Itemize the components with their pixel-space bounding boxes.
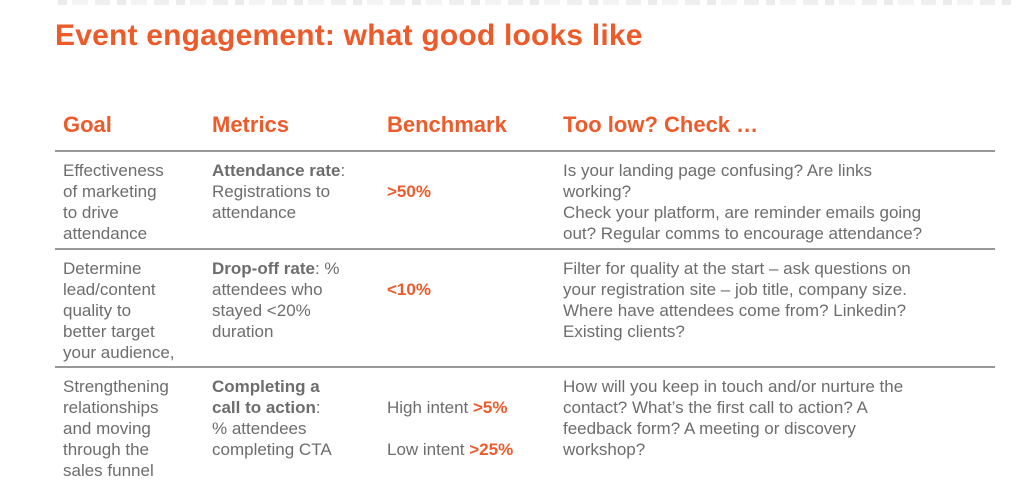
- column-header-metrics: Metrics: [212, 112, 290, 137]
- column-header-too-low-check: Too low? Check …: [563, 112, 759, 137]
- column-header-goal: Goal: [63, 112, 112, 137]
- metrics-cell: Completing a call to action: % attendees…: [212, 368, 387, 488]
- benchmark-value: >5%: [473, 398, 508, 417]
- check-cell: How will you keep in touch and/or nurtur…: [563, 377, 904, 459]
- benchmark-value: <10%: [387, 280, 431, 299]
- metric-term: Completing a call to action: [212, 377, 320, 417]
- benchmark-cell: High intent >5% Low intent >25%: [387, 368, 563, 488]
- metric-term: Attendance rate: [212, 161, 341, 180]
- benchmark-cell: >50%: [387, 152, 563, 248]
- table-header-row: Goal Metrics Benchmark Too low? Check …: [55, 104, 995, 152]
- check-cell: Is your landing page confusing? Are link…: [563, 161, 923, 243]
- goal-cell: Determine lead/content quality to better…: [63, 259, 175, 362]
- cropped-text-artifact: [58, 0, 1016, 5]
- metrics-cell: Attendance rate: Registrations to attend…: [212, 152, 387, 248]
- metric-description: : % attendees who stayed <20% duration: [212, 259, 340, 341]
- table-row: Strengthening relationships and moving t…: [55, 368, 995, 488]
- benchmark-line: Low intent >25%: [387, 439, 563, 460]
- goal-cell: Effectiveness of marketing to drive atte…: [63, 161, 164, 243]
- check-cell: Filter for quality at the start – ask qu…: [563, 259, 911, 341]
- goal-cell: Strengthening relationships and moving t…: [63, 377, 169, 480]
- benchmark-line: >50%: [387, 181, 563, 202]
- column-header-benchmark: Benchmark: [387, 112, 507, 137]
- benchmark-value: >25%: [469, 440, 514, 459]
- table-row: Effectiveness of marketing to drive atte…: [55, 152, 995, 250]
- benchmark-cell: <10%: [387, 250, 563, 366]
- engagement-table: Goal Metrics Benchmark Too low? Check … …: [55, 104, 995, 488]
- table-row: Determine lead/content quality to better…: [55, 250, 995, 368]
- benchmark-label: Low intent: [387, 440, 470, 459]
- metrics-cell: Drop-off rate: % attendees who stayed <2…: [212, 250, 387, 366]
- benchmark-line: High intent >5%: [387, 397, 563, 418]
- metric-term: Drop-off rate: [212, 259, 315, 278]
- benchmark-value: >50%: [387, 182, 431, 201]
- metric-description: : Registrations to attendance: [212, 161, 346, 222]
- benchmark-label: High intent: [387, 398, 473, 417]
- metric-description: : % attendees completing CTA: [212, 398, 332, 459]
- benchmark-line: <10%: [387, 279, 563, 300]
- slide-title: Event engagement: what good looks like: [55, 19, 643, 52]
